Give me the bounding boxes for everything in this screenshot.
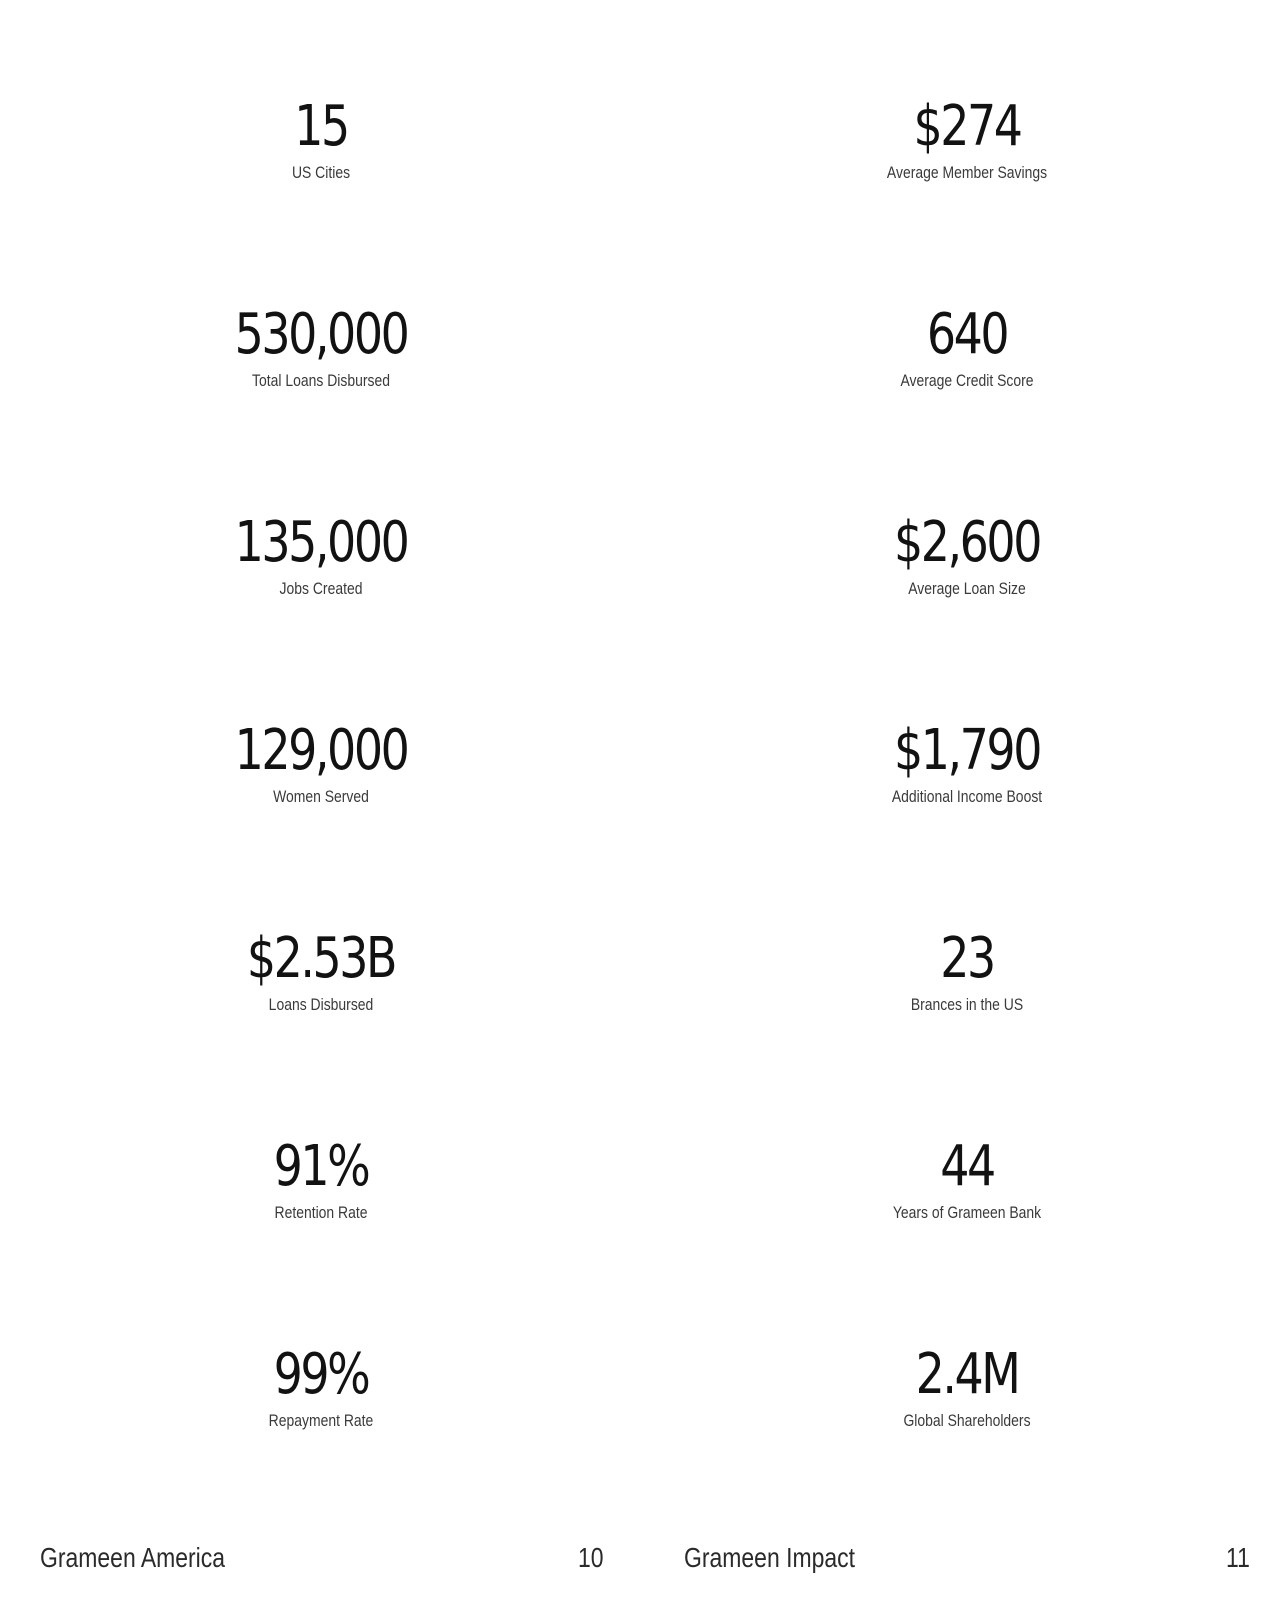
stat-years-of-grameen-bank: 44 Years of Grameen Bank bbox=[737, 1135, 1197, 1224]
stat-label: Repayment Rate bbox=[268, 1411, 374, 1430]
stat-branches-in-us: 23 Brances in the US bbox=[737, 927, 1197, 1016]
footer-section-title: Grameen Impact bbox=[684, 1542, 855, 1573]
stat-value: $274 bbox=[913, 94, 1022, 159]
stat-label: Women Served bbox=[273, 787, 369, 806]
stat-value: 129,000 bbox=[234, 718, 410, 783]
stat-label: Average Loan Size bbox=[908, 579, 1026, 598]
stat-us-cities: 15 US Cities bbox=[91, 95, 551, 184]
stat-repayment-rate: 99% Repayment Rate bbox=[91, 1343, 551, 1432]
stat-women-served: 129,000 Women Served bbox=[91, 719, 551, 808]
stat-label: Loans Disbursed bbox=[268, 995, 374, 1014]
stat-value: $1,790 bbox=[894, 718, 1042, 783]
stat-value: 99% bbox=[273, 1342, 371, 1407]
stat-label: Retention Rate bbox=[274, 1203, 368, 1222]
stat-total-loans-disbursed: 530,000 Total Loans Disbursed bbox=[91, 303, 551, 392]
stat-label: Brances in the US bbox=[910, 995, 1024, 1014]
footer-section-title: Grameen America bbox=[40, 1542, 226, 1573]
page-number: 10 bbox=[578, 1542, 604, 1573]
stat-label: Jobs Created bbox=[279, 579, 363, 598]
stat-jobs-created: 135,000 Jobs Created bbox=[91, 511, 551, 600]
stat-value: 44 bbox=[940, 1134, 996, 1199]
stat-label: Additional Income Boost bbox=[891, 787, 1043, 806]
page-number: 11 bbox=[1226, 1542, 1250, 1573]
stat-average-member-savings: $274 Average Member Savings bbox=[737, 95, 1197, 184]
stat-label: Average Member Savings bbox=[886, 163, 1048, 182]
stat-label: Global Shareholders bbox=[903, 1411, 1031, 1430]
stat-value: $2.53B bbox=[246, 926, 398, 991]
stat-value: 530,000 bbox=[234, 302, 410, 367]
stat-label: Total Loans Disbursed bbox=[252, 371, 390, 390]
stat-value: 2.4M bbox=[915, 1342, 1021, 1407]
stat-value: 91% bbox=[273, 1134, 371, 1199]
stat-value: 15 bbox=[294, 94, 350, 159]
stat-value: 640 bbox=[926, 302, 1010, 367]
stat-value: $2,600 bbox=[894, 510, 1042, 575]
stat-global-shareholders: 2.4M Global Shareholders bbox=[737, 1343, 1197, 1432]
stat-label: Average Credit Score bbox=[900, 371, 1034, 390]
stat-additional-income-boost: $1,790 Additional Income Boost bbox=[737, 719, 1197, 808]
stat-retention-rate: 91% Retention Rate bbox=[91, 1135, 551, 1224]
stat-label: US Cities bbox=[291, 163, 351, 182]
stat-value: 135,000 bbox=[234, 510, 410, 575]
stat-label: Years of Grameen Bank bbox=[892, 1203, 1042, 1222]
stat-average-loan-size: $2,600 Average Loan Size bbox=[737, 511, 1197, 600]
stat-average-credit-score: 640 Average Credit Score bbox=[737, 303, 1197, 392]
stat-loans-disbursed: $2.53B Loans Disbursed bbox=[91, 927, 551, 1016]
stat-value: 23 bbox=[940, 926, 996, 991]
